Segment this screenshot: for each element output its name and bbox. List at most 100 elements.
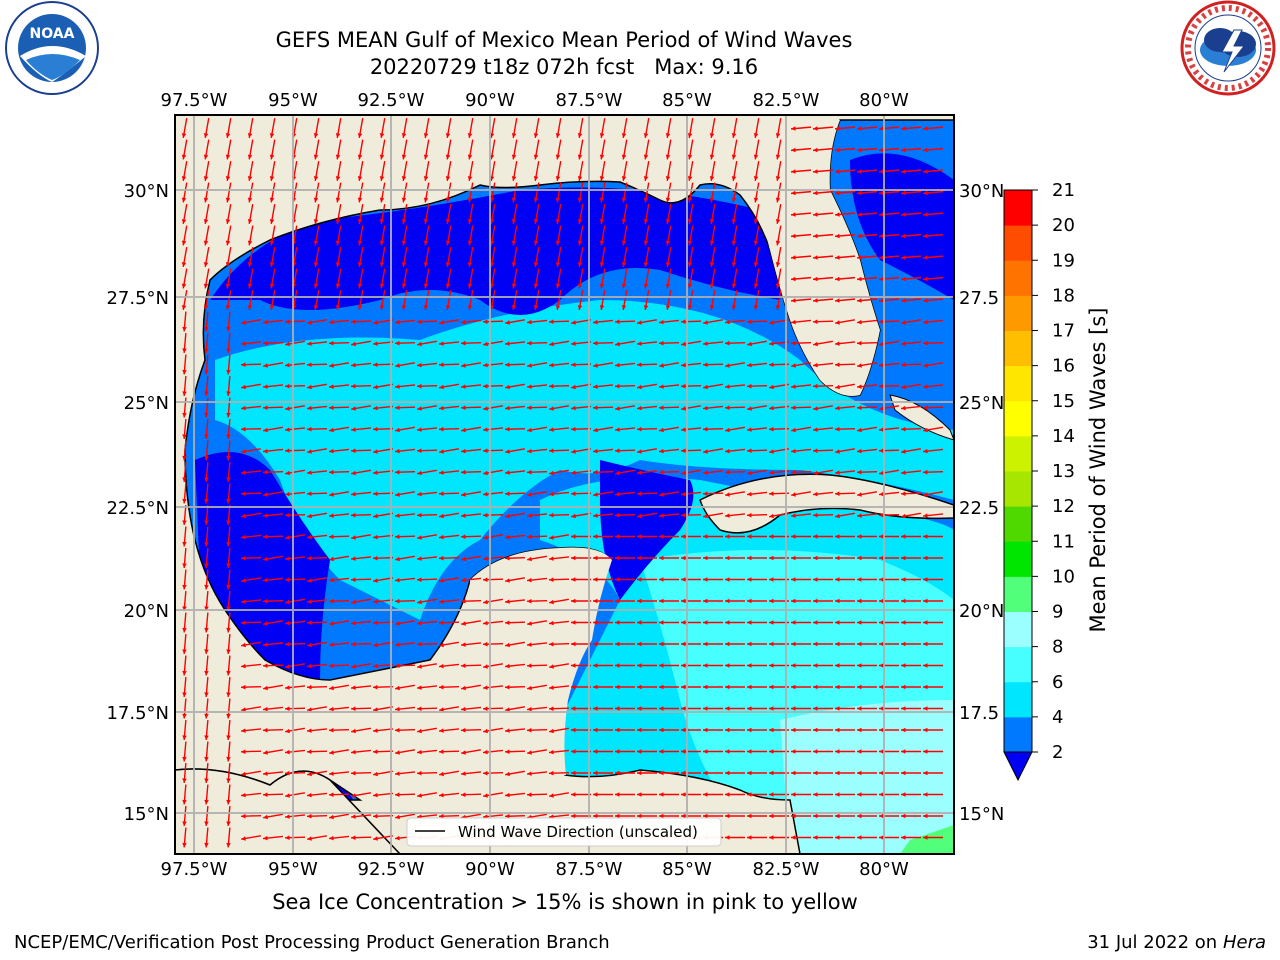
wind-wave-arrowhead <box>307 707 312 712</box>
wind-wave-arrowhead <box>615 341 620 347</box>
wind-wave-arrowhead <box>483 620 488 626</box>
wind-wave-arrowhead <box>505 599 510 604</box>
wind-wave-arrowhead <box>681 512 686 518</box>
wind-wave-arrowhead <box>511 219 517 224</box>
wind-wave-arrowhead <box>527 363 532 368</box>
wind-wave-arrowhead <box>351 835 356 840</box>
wind-wave-arrowhead <box>753 262 759 267</box>
wind-wave-arrowhead <box>527 319 532 325</box>
wind-wave-arrowhead <box>527 750 532 755</box>
wind-wave-arrowhead <box>329 427 334 433</box>
wind-wave-arrowhead <box>423 219 429 224</box>
wind-wave-arrowhead <box>901 147 906 153</box>
wind-wave-arrowhead <box>577 240 583 246</box>
wind-wave-arrowhead <box>483 319 488 324</box>
wind-wave-arrowhead <box>241 728 246 733</box>
sea-ice-caption: Sea Ice Concentration > 15% is shown in … <box>272 890 858 914</box>
wind-wave-arrowhead <box>351 664 356 669</box>
wind-wave-arrowhead <box>511 305 517 310</box>
wind-wave-arrowhead <box>329 792 334 797</box>
colorbar-segment <box>1004 541 1032 577</box>
wind-wave-arrowhead <box>775 283 781 289</box>
wind-wave-arrowhead <box>285 706 290 711</box>
wind-wave-arrowhead <box>395 448 400 454</box>
wind-wave-arrowhead <box>351 706 356 711</box>
wind-wave-arrowhead <box>182 520 187 525</box>
wind-wave-arrowhead <box>813 233 818 239</box>
wind-wave-arrowhead <box>813 684 818 690</box>
wind-wave-arrowhead <box>857 298 862 303</box>
wind-wave-arrowhead <box>879 491 884 497</box>
wind-wave-arrowhead <box>285 685 290 690</box>
wind-wave-arrowhead <box>335 176 341 181</box>
wind-wave-arrowhead <box>637 555 642 561</box>
wind-wave-arrowhead <box>835 813 840 819</box>
wind-wave-arrowhead <box>395 706 400 712</box>
wind-wave-arrowhead <box>769 449 774 454</box>
wind-wave-arrowhead <box>769 362 774 367</box>
wind-wave-arrowhead <box>621 305 627 310</box>
wind-wave-arrowhead <box>379 154 385 160</box>
wind-wave-arrowhead <box>445 176 451 181</box>
wind-wave-arrowhead <box>835 491 840 496</box>
wind-wave-arrowhead <box>879 598 884 604</box>
wind-wave-arrowhead <box>901 813 906 819</box>
wind-wave-arrowhead <box>263 556 268 562</box>
wind-wave-arrowhead <box>467 176 473 181</box>
wind-wave-arrowhead <box>467 219 473 224</box>
wind-wave-arrowhead <box>615 770 620 776</box>
wind-wave-arrowhead <box>923 577 928 582</box>
wind-wave-arrowhead <box>879 470 884 476</box>
land-yucatan <box>470 547 612 775</box>
wind-wave-arrowhead <box>571 770 576 776</box>
wind-wave-arrowhead <box>241 792 246 798</box>
wind-wave-arrowhead <box>747 362 752 368</box>
wind-wave-arrowhead <box>225 176 231 181</box>
wind-wave-arrowhead <box>351 512 356 518</box>
wind-wave-arrowhead <box>571 426 576 432</box>
wind-wave-arrowhead <box>182 842 187 848</box>
wind-wave-arrowhead <box>615 534 620 539</box>
wind-wave-arrowhead <box>901 449 906 454</box>
wind-wave-arrowhead <box>923 555 928 561</box>
wind-wave-arrowhead <box>225 219 231 224</box>
wind-wave-arrowhead <box>285 383 290 389</box>
wind-wave-arrowhead <box>923 835 928 840</box>
wind-wave-arrowhead <box>307 449 312 454</box>
wind-wave-arrowhead <box>549 470 554 476</box>
wind-wave-arrowhead <box>335 305 341 310</box>
wind-wave-arrowhead <box>901 534 906 539</box>
wind-wave-arrowhead <box>857 598 862 604</box>
wind-wave-arrowhead <box>511 240 517 246</box>
wind-wave-arrowhead <box>439 405 444 411</box>
wind-wave-arrowhead <box>241 707 246 712</box>
wind-wave-arrowhead <box>549 362 554 368</box>
wind-wave-arrowhead <box>439 426 444 432</box>
svg-text:15°N: 15°N <box>959 804 1004 825</box>
wind-wave-arrowhead <box>703 426 708 432</box>
wind-wave-arrowhead <box>681 641 686 647</box>
wind-wave-arrowhead <box>241 405 246 411</box>
wind-wave-arrowhead <box>901 276 906 282</box>
wind-wave-arrowhead <box>791 792 796 797</box>
svg-text:90°W: 90°W <box>465 90 515 111</box>
wind-wave-arrowhead <box>461 685 466 691</box>
colorbar-tick-label: 12 <box>1052 496 1075 517</box>
wind-wave-arrowhead <box>857 641 862 647</box>
svg-text:92.5°W: 92.5°W <box>358 859 425 880</box>
colorbar-tick-label: 20 <box>1052 215 1075 236</box>
wind-wave-arrowhead <box>665 240 671 246</box>
wind-wave-arrowhead <box>511 133 517 138</box>
wind-wave-arrowhead <box>615 555 620 561</box>
wind-wave-arrowhead <box>747 383 752 389</box>
map-legend: Wind Wave Direction (unscaled) <box>406 817 722 847</box>
wind-wave-arrowhead <box>505 707 510 712</box>
wind-wave-arrowhead <box>901 384 906 390</box>
wind-wave-arrowhead <box>731 197 737 203</box>
wind-wave-arrowhead <box>182 821 187 826</box>
wind-wave-arrowhead <box>747 534 752 539</box>
wind-wave-arrowhead <box>665 154 671 160</box>
wind-wave-arrowhead <box>791 663 796 668</box>
wind-wave-arrowhead <box>533 305 539 310</box>
wind-wave-arrowhead <box>725 340 730 346</box>
